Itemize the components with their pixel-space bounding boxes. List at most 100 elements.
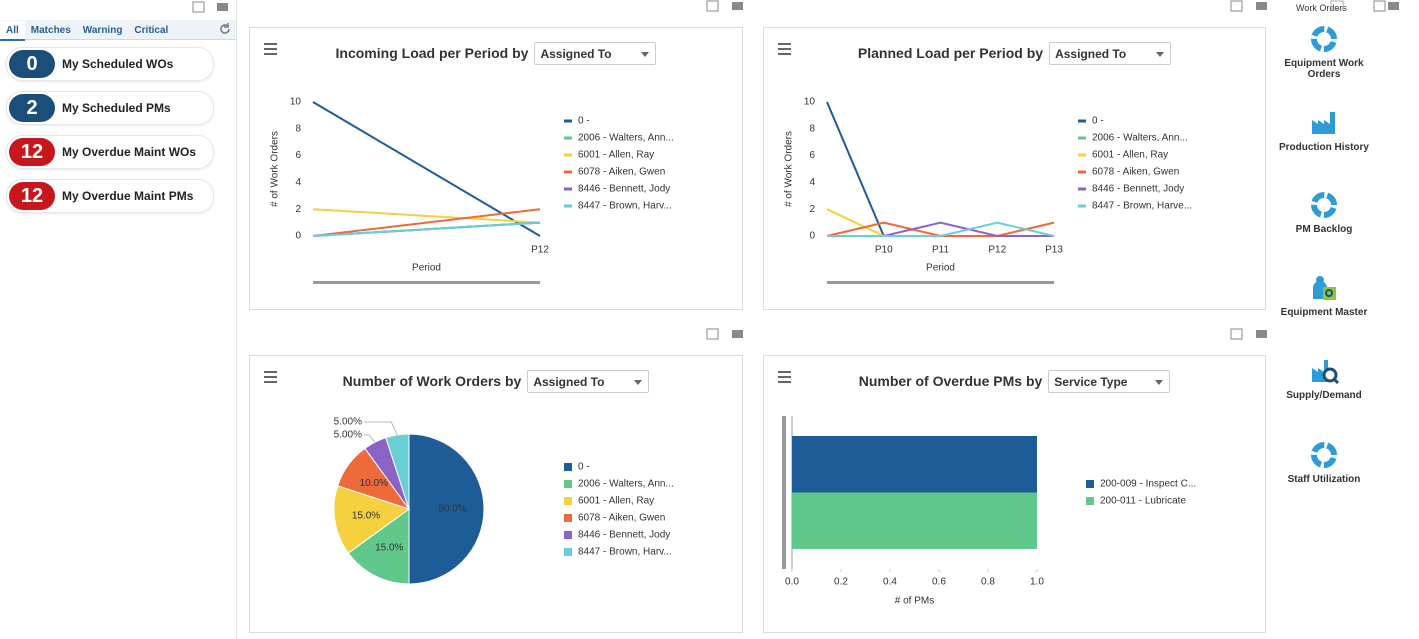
tab[interactable]: Critical	[134, 25, 169, 36]
tab[interactable]: All	[0, 21, 25, 41]
legend-swatch	[1086, 480, 1094, 488]
y-tick-label: 2	[809, 204, 815, 215]
pie-slice	[347, 508, 410, 585]
legend-swatch	[1078, 170, 1086, 174]
kpi-tile[interactable]: 12 My Overdue Maint PMs	[6, 179, 214, 213]
legend-swatch	[1078, 153, 1086, 157]
chart: 0.0 0.2 0.4 0.6 0.8 1.0 # of PMs 200-009 - Insp…	[782, 416, 1196, 607]
series-line	[312, 208, 541, 237]
panel-tools[interactable]	[706, 328, 746, 342]
legend-label: 0 -	[1092, 116, 1104, 127]
leader-line	[364, 421, 398, 436]
bar	[792, 492, 1037, 549]
legend-swatch	[564, 463, 572, 471]
x-tick-label: 1.0	[1030, 577, 1044, 588]
dropdown[interactable]: Service Type	[1048, 369, 1171, 393]
legend-swatch	[564, 497, 572, 505]
icon	[1311, 442, 1337, 468]
panel-tools[interactable]	[192, 1, 232, 15]
kpi-label: My Scheduled WOs	[62, 57, 174, 71]
x-tick-label: P12	[988, 245, 1006, 256]
scroll-bar	[782, 416, 786, 569]
series-line	[826, 101, 1054, 237]
dropdown-value: Service Type	[1054, 374, 1128, 389]
value-label: 15.0%	[352, 510, 380, 521]
y-tick-label: 8	[295, 123, 301, 134]
sidebar-item[interactable]: Equipment Work Orders	[1278, 24, 1370, 80]
kpi-tile[interactable]: 2 My Scheduled PMs	[6, 91, 214, 125]
icon	[1311, 192, 1337, 218]
legend-swatch	[564, 187, 572, 191]
x-axis-label: Period	[412, 263, 441, 274]
menu-icon[interactable]	[778, 371, 791, 386]
x-tick-label: P13	[1045, 245, 1063, 256]
legend-swatch	[564, 119, 572, 123]
kpi-label: My Overdue Maint PMs	[62, 189, 194, 203]
chart-title: Incoming Load per Period by	[335, 45, 529, 61]
legend-label: 200-009 - Inspect C...	[1100, 479, 1196, 490]
kpi-tile[interactable]: 12 My Overdue Maint WOs	[6, 135, 214, 169]
scroll-bar	[827, 281, 1054, 284]
sidebar-label: Equipment Master	[1280, 307, 1368, 318]
kpi-tile[interactable]: 0 My Scheduled WOs	[6, 47, 214, 81]
series-line	[312, 208, 541, 224]
sidebar-item[interactable]: Supply/Demand	[1278, 356, 1370, 401]
chart: 0 2 4 6 8 10 P12 # of Work Orders Period 0 - 2006 …	[270, 97, 674, 284]
sidebar-item[interactable]: Production History	[1278, 108, 1370, 153]
sidebar-header: Work Orders	[1296, 3, 1347, 13]
y-tick-label: 0	[809, 231, 815, 242]
y-tick-label: 4	[809, 177, 815, 188]
tab[interactable]: Warning	[82, 25, 123, 36]
tab[interactable]: Matches	[30, 25, 71, 36]
y-tick-label: 8	[809, 123, 815, 134]
dropdown[interactable]: Assigned To	[527, 369, 650, 393]
chart-panel: 0.0 0.2 0.4 0.6 0.8 1.0 # of PMs 200-009 - Insp…	[763, 355, 1266, 633]
icon	[1312, 360, 1339, 385]
dropdown[interactable]: Assigned To	[1049, 41, 1172, 65]
sidebar-item[interactable]: Equipment Master	[1278, 273, 1370, 318]
menu-icon[interactable]	[778, 43, 791, 58]
x-axis-label: # of PMs	[895, 596, 934, 607]
sidebar-item[interactable]: PM Backlog	[1278, 190, 1370, 235]
y-tick-label: 0	[295, 231, 301, 242]
chart-title: Planned Load per Period by	[857, 45, 1044, 61]
y-axis-label: # of Work Orders	[784, 131, 795, 207]
refresh-icon[interactable]	[218, 22, 232, 36]
kpi-label: My Scheduled PMs	[62, 101, 171, 115]
sidebar-item[interactable]: Staff Utilization	[1278, 440, 1370, 485]
legend-label: 6001 - Allen, Ray	[1092, 150, 1168, 161]
legend-swatch	[564, 204, 572, 208]
kpi-count: 2	[9, 94, 55, 122]
value-label: 50.0%	[438, 504, 466, 515]
menu-icon[interactable]	[264, 371, 277, 386]
sidebar-label: Production History	[1278, 142, 1369, 153]
legend-swatch	[1078, 119, 1086, 123]
sidebar-label: Supply/Demand	[1286, 390, 1362, 401]
dropdown-value: Assigned To	[1055, 46, 1127, 61]
legend-label: 6001 - Allen, Ray	[578, 496, 654, 507]
panel-tools[interactable]	[1330, 0, 1400, 14]
chart-title: Number of Overdue PMs by	[858, 373, 1043, 389]
legend-swatch	[1078, 136, 1086, 140]
value-label: 15.0%	[375, 542, 403, 553]
y-tick-label: 6	[809, 150, 815, 161]
panel-tools[interactable]	[706, 0, 746, 14]
sidebar-label: Equipment Work Orders	[1284, 58, 1364, 80]
dropdown-value: Assigned To	[540, 46, 612, 61]
series-line	[312, 221, 541, 237]
x-axis-label: Period	[926, 263, 955, 274]
x-tick-label: 0.6	[932, 577, 946, 588]
panel-tools[interactable]	[1230, 328, 1270, 342]
panel-tools[interactable]	[1230, 0, 1270, 14]
legend-label: 2006 - Walters, Ann...	[1092, 133, 1188, 144]
legend-label: 6001 - Allen, Ray	[578, 150, 654, 161]
bar	[792, 436, 1037, 493]
legend-label: 8446 - Bennett, Jody	[1092, 184, 1184, 195]
legend-swatch	[564, 531, 572, 539]
scroll-bar	[313, 281, 540, 284]
value-label: 5.00%	[334, 430, 362, 441]
menu-icon[interactable]	[264, 43, 277, 58]
dropdown[interactable]: Assigned To	[534, 41, 657, 65]
y-tick-label: 2	[295, 204, 301, 215]
legend-label: 8447 - Brown, Harv...	[578, 547, 672, 558]
